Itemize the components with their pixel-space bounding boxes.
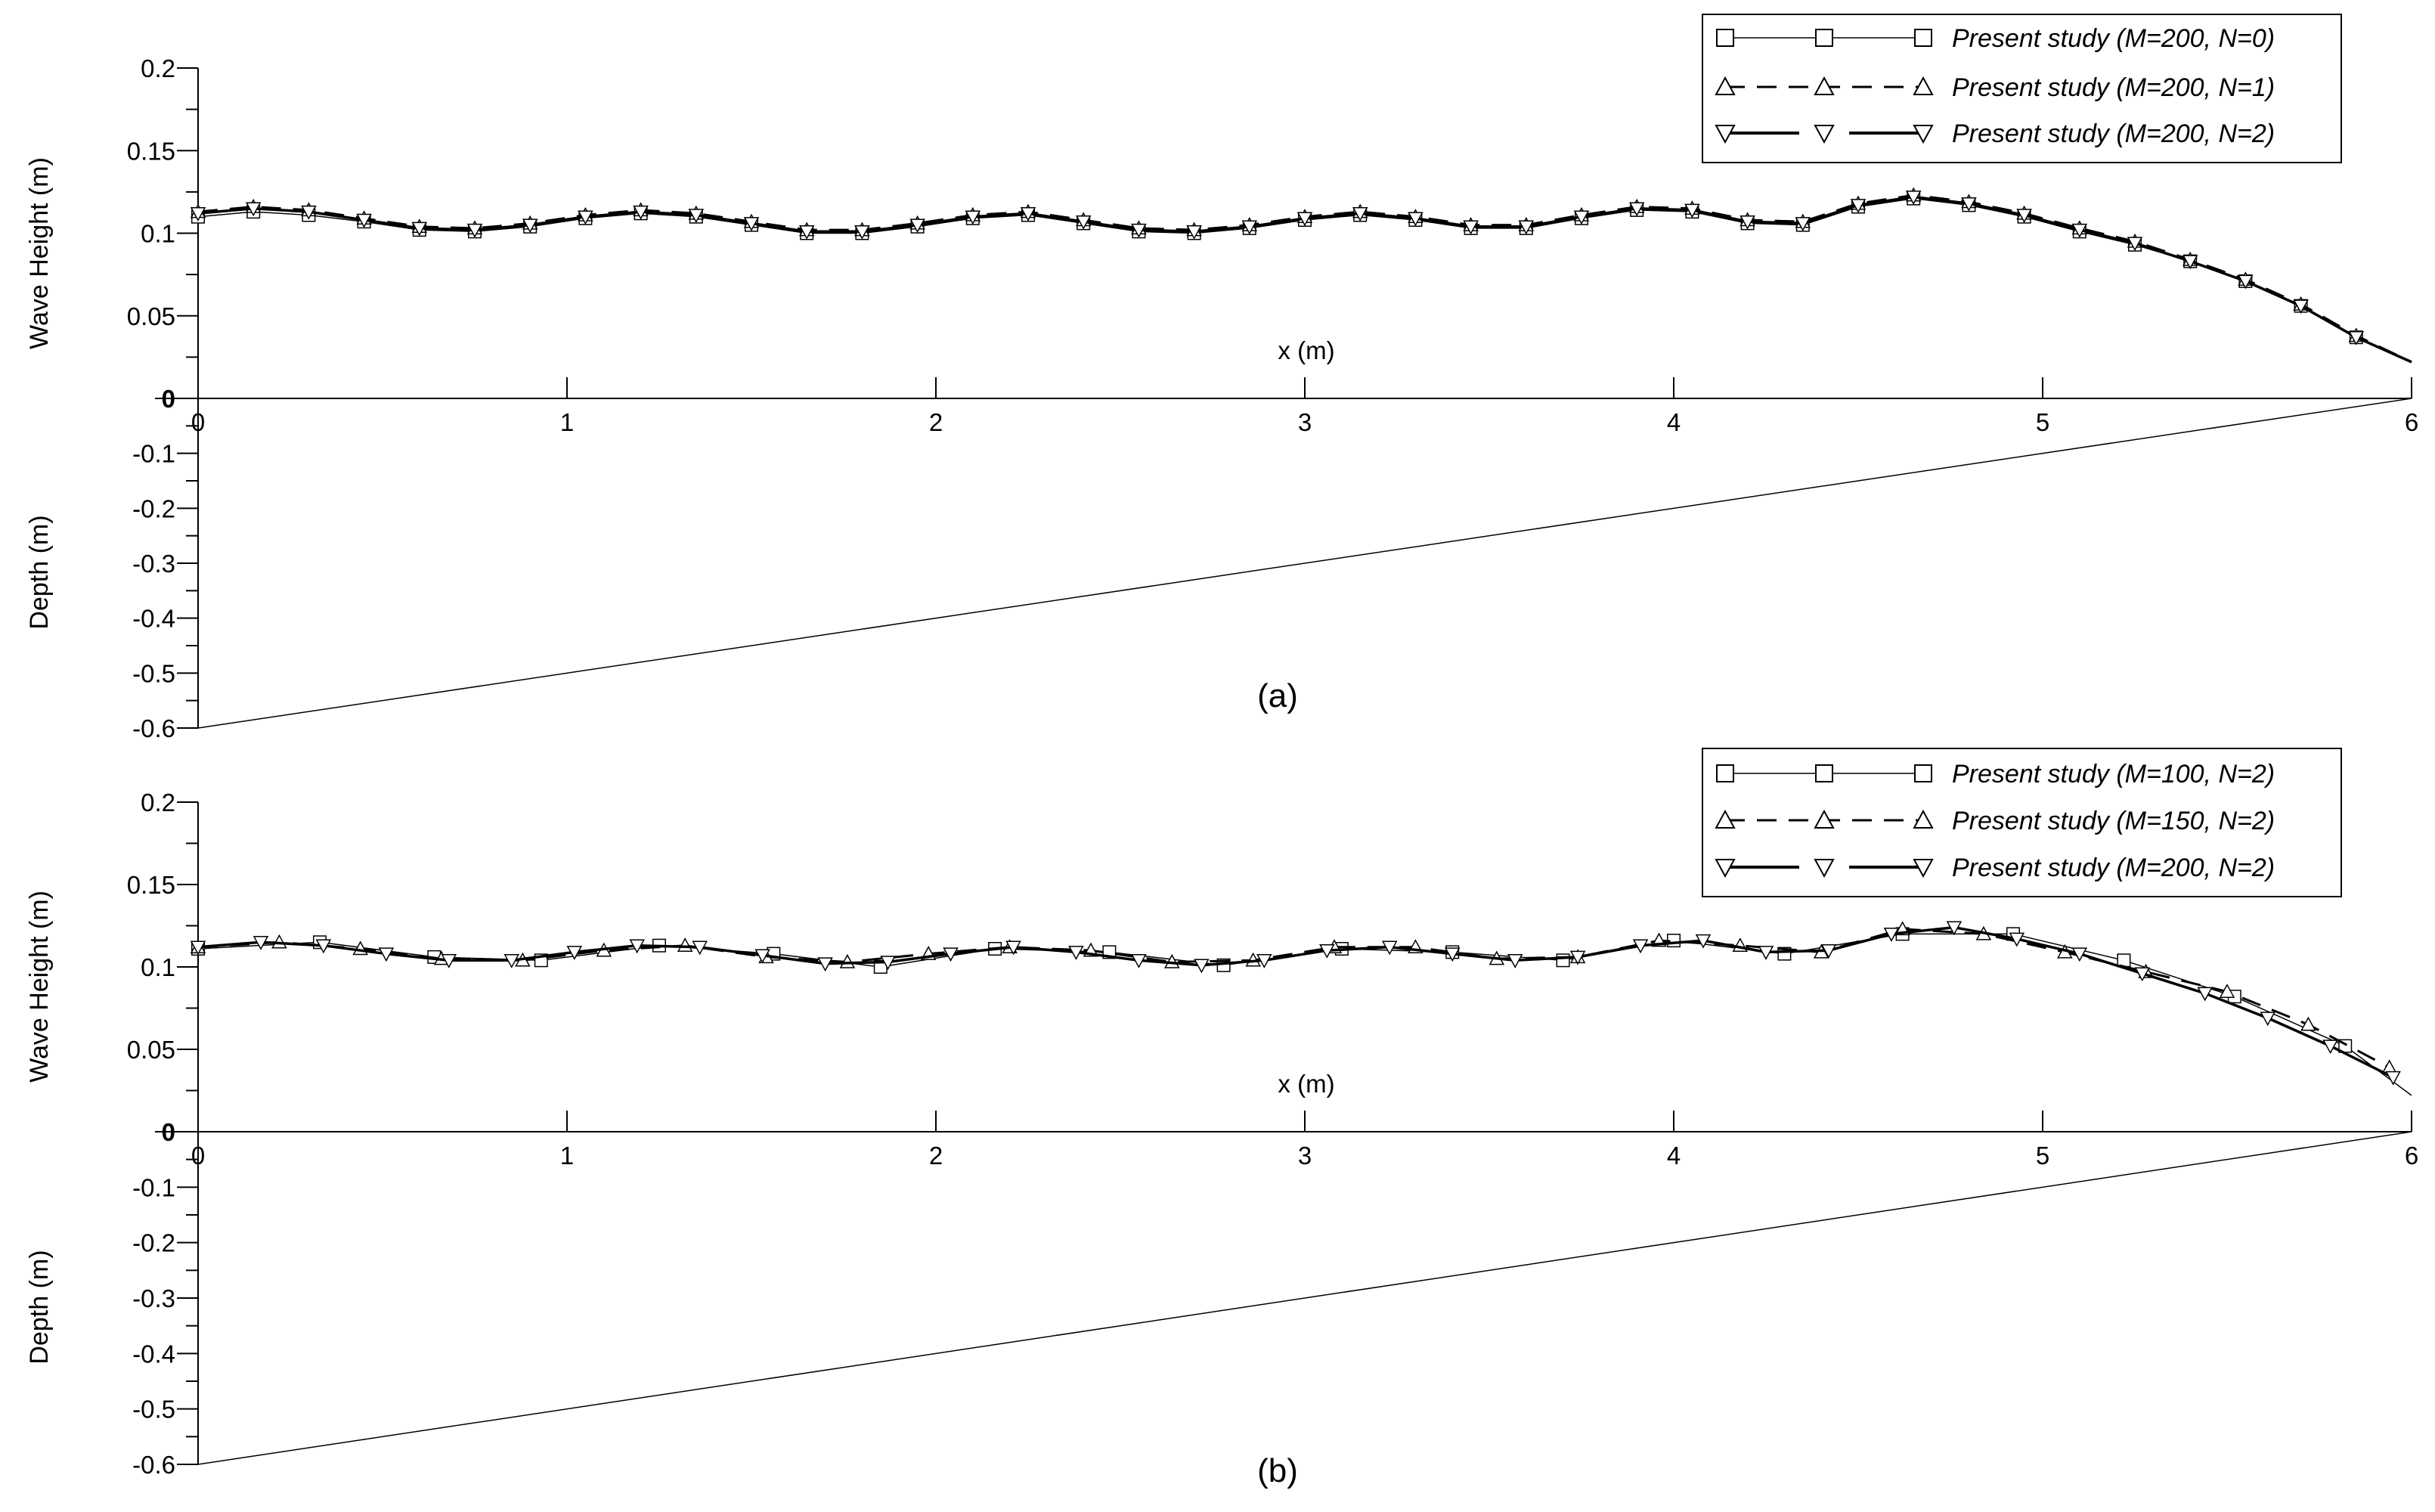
data-point [2322, 1040, 2338, 1054]
series-line [197, 925, 2394, 1079]
x-tick-label: 2 [929, 1142, 943, 1170]
series-line [197, 928, 2390, 1069]
y-tick-label: -0.4 [132, 1340, 175, 1368]
legend-entry: Present study (M=200, N=2) [1715, 854, 2275, 882]
legend-entry: Present study (M=100, N=2) [1716, 760, 2275, 789]
legend-label: Present study (M=100, N=2) [1952, 760, 2275, 789]
y-tick-label: 0.05 [127, 302, 175, 330]
x-axis-title: x (m) [1278, 1070, 1334, 1098]
x-tick-label: 3 [1298, 1142, 1312, 1170]
legend-entry: Present study (M=200, N=0) [1716, 24, 2275, 53]
legend-label: Present study (M=200, N=0) [1952, 24, 2275, 53]
data-point [1556, 953, 1570, 968]
y-axis-title-wave-height: Wave Height (m) [25, 157, 54, 349]
legend-box [1702, 14, 2342, 163]
y-tick-label: -0.3 [132, 1284, 175, 1312]
data-point [2260, 1012, 2275, 1026]
y-axis-title-depth: Depth (m) [25, 515, 54, 629]
legend-entry: Present study (M=150, N=2) [1715, 807, 2275, 835]
y-tick-label: 0.2 [141, 54, 175, 82]
x-tick-label: 0 [191, 1142, 205, 1170]
x-tick-label: 5 [2036, 408, 2049, 436]
data-point [2300, 1017, 2316, 1031]
x-tick-label: 6 [2405, 408, 2418, 436]
panel-a: x (m) Wave Height (m) Depth (m) (a) 0 1 2 3… [25, 14, 2418, 742]
y-axis-title-wave-height: Wave Height (m) [25, 891, 54, 1083]
y-tick-label: -0.2 [132, 494, 175, 522]
y-tick-label: -0.5 [132, 659, 175, 687]
y-tick-label: 0.1 [141, 220, 175, 248]
y-tick-label: 0.1 [141, 953, 175, 981]
y-tick-label: -0.3 [132, 550, 175, 578]
x-tick-label: 2 [929, 408, 943, 436]
series-triangle-down [191, 191, 2412, 364]
y-tick-label: 0.05 [127, 1036, 175, 1064]
x-tick-label: 4 [1667, 408, 1681, 436]
x-tick-label: 5 [2036, 1142, 2049, 1170]
y-axis-title-depth: Depth (m) [25, 1250, 54, 1364]
y-tick-label: -0.5 [132, 1396, 175, 1424]
legend-label: Present study (M=200, N=2) [1952, 854, 2275, 882]
panel-label: (b) [1257, 1452, 1298, 1489]
y-tick-label: 0.2 [141, 789, 175, 816]
y-tick-label: 0.15 [127, 871, 175, 899]
panel-b: x (m) Wave Height (m) Depth (m) (b) 0 1 2 3… [25, 748, 2418, 1489]
y-tick-label: 0 [162, 385, 175, 413]
x-tick-label: 6 [2405, 1142, 2418, 1170]
data-point [2117, 953, 2131, 968]
x-tick-label: 3 [1298, 408, 1312, 436]
legend-entry: Present study (M=200, N=2) [1715, 119, 2275, 148]
legend: Present study (M=200, N=0) Present study… [1702, 14, 2342, 163]
y-tick-label: 0 [162, 1118, 175, 1146]
x-tick-label: 0 [191, 408, 205, 436]
y-tick-label: -0.1 [132, 440, 175, 468]
y-tick-label: -0.6 [132, 1451, 175, 1479]
legend-label: Present study (M=150, N=2) [1952, 807, 2275, 835]
legend-label: Present study (M=200, N=1) [1952, 73, 2275, 102]
bathymetry-line [197, 1131, 2412, 1465]
x-tick-label: 4 [1667, 1142, 1681, 1170]
legend-entry: Present study (M=200, N=1) [1715, 73, 2275, 102]
series-triangle-up [191, 922, 2397, 1074]
y-tick-label: -0.4 [132, 605, 175, 633]
axes: 0 1 2 3 4 5 6 0.2 0.15 0.1 0.05 0 -0.1 -0.2 -0.3 -0.4 -0… [127, 54, 2418, 742]
axes: 0 1 2 3 4 5 6 0.2 0.15 0.1 0.05 0 -0.1 -0.2 -0.3 -0.4 -0… [127, 789, 2418, 1479]
legend-label: Present study (M=200, N=2) [1952, 119, 2275, 148]
x-tick-label: 1 [560, 1142, 574, 1170]
y-tick-label: -0.2 [132, 1229, 175, 1257]
series-triangle-down [191, 921, 2401, 1085]
bathymetry-line [197, 398, 2412, 729]
y-tick-label: -0.6 [132, 714, 175, 742]
x-axis-title: x (m) [1278, 336, 1334, 364]
x-tick-label: 1 [560, 408, 574, 436]
panel-label: (a) [1257, 677, 1298, 714]
y-tick-label: -0.1 [132, 1173, 175, 1201]
legend: Present study (M=100, N=2) Present study… [1702, 748, 2342, 897]
y-tick-label: 0.15 [127, 137, 175, 165]
